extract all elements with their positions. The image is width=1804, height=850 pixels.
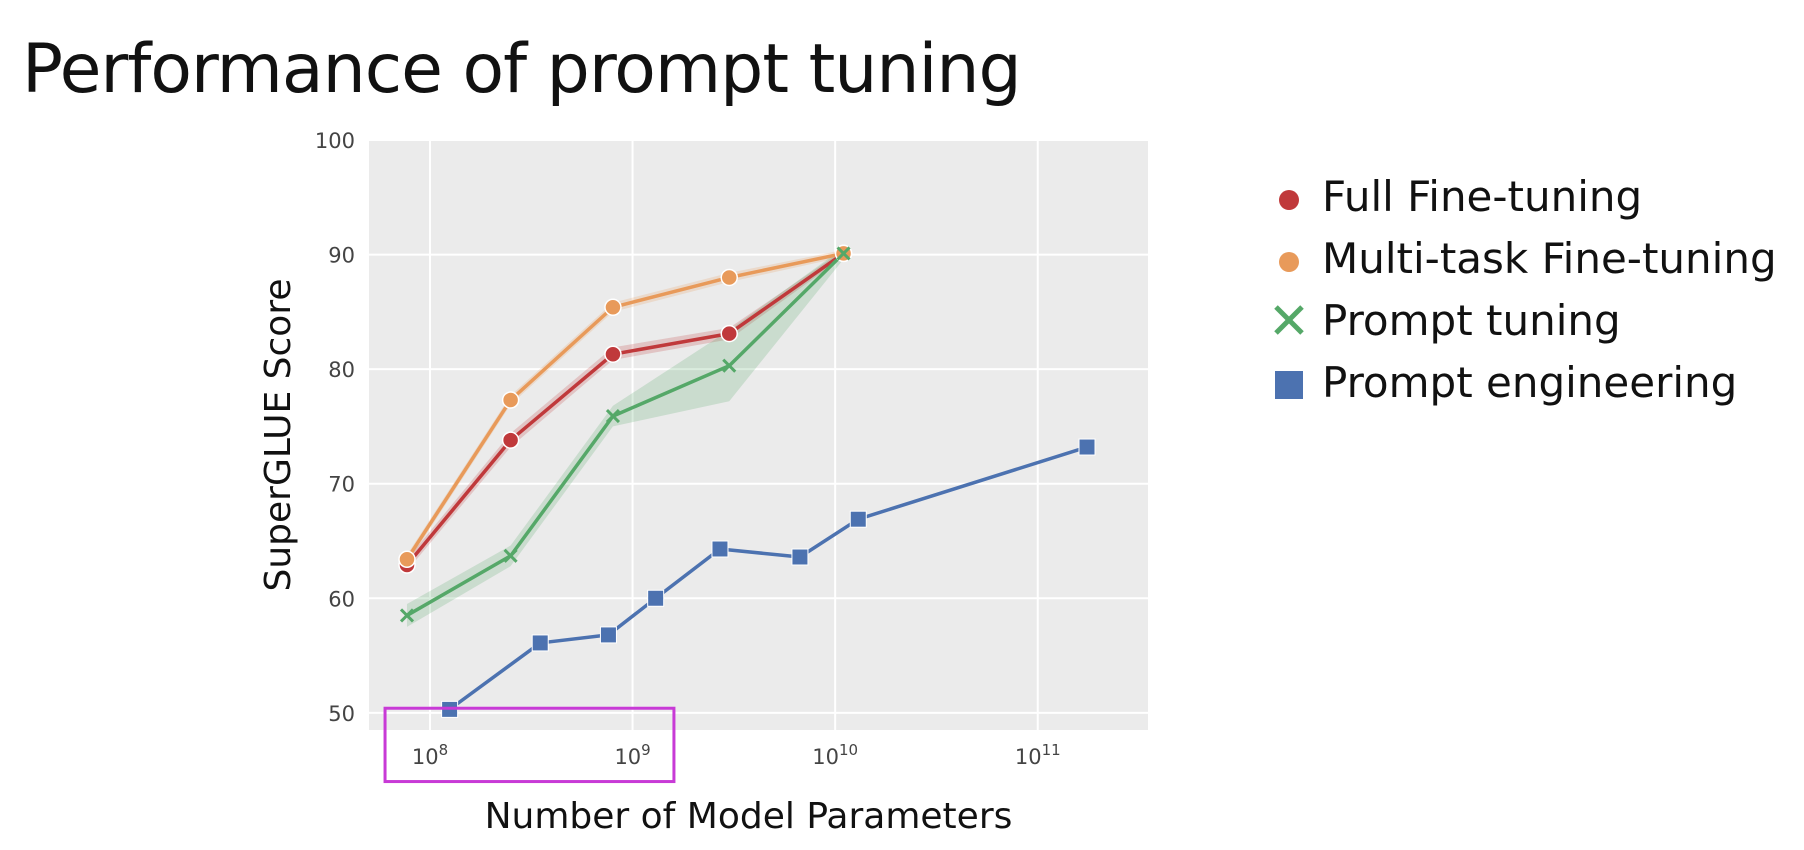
y-tick-label: 60 [328,587,355,611]
data-point [503,548,518,563]
legend-label: Prompt engineering [1322,357,1738,407]
y-tick-label: 90 [328,244,355,268]
legend-label: Full Fine-tuning [1322,171,1643,221]
x-tick-labels: 108 109 1010 1011 [412,741,1061,769]
legend: Full Fine-tuning Multi-task Fine-tuning Pr… [1270,165,1777,413]
highlight-box [383,706,676,784]
data-point [849,510,867,528]
circle-marker-icon [1270,239,1308,277]
data-point [720,268,738,287]
x-tick-label: 1011 [1015,741,1061,769]
data-point [398,550,416,569]
data-point [1078,438,1096,456]
plot-background [369,140,1148,730]
data-point [722,358,737,373]
data-point [711,540,729,558]
confidence-band [406,247,844,627]
data-point [531,634,549,652]
data-point [399,608,415,623]
series-markers [398,244,1096,718]
y-tick-labels: 50 60 70 80 90 100 [315,129,355,726]
y-tick-label: 100 [315,129,355,153]
data-point [501,431,520,449]
x-tick-label: 109 [614,741,650,769]
data-point [604,298,622,317]
legend-item: Full Fine-tuning [1270,165,1777,227]
data-point [836,246,851,261]
square-marker-icon [1270,363,1308,401]
y-axis-label: SuperGLUE Score [258,279,299,592]
y-tick-label: 70 [328,473,355,497]
legend-label: Multi-task Fine-tuning [1322,233,1777,283]
data-point [647,589,665,607]
legend-label: Prompt tuning [1322,295,1621,345]
y-tick-label: 50 [328,702,355,726]
legend-item: Multi-task Fine-tuning [1270,227,1777,289]
series-line [448,445,1088,711]
grid [369,139,1148,730]
x-tick-label: 108 [412,741,448,769]
data-point [605,409,621,424]
page-title: Performance of prompt tuning [22,30,1022,109]
x-tick-label: 1010 [812,741,858,769]
legend-item: Prompt engineering [1270,351,1777,413]
circle-marker-icon [1270,177,1308,215]
data-point [599,626,617,644]
data-point [720,324,738,343]
legend-item: Prompt tuning [1270,289,1777,351]
x-axis-label: Number of Model Parameters [485,796,1013,837]
data-point [501,391,520,409]
data-point [791,548,809,566]
x-marker-icon [1270,301,1308,339]
data-point [604,345,622,363]
y-tick-label: 80 [328,358,355,382]
